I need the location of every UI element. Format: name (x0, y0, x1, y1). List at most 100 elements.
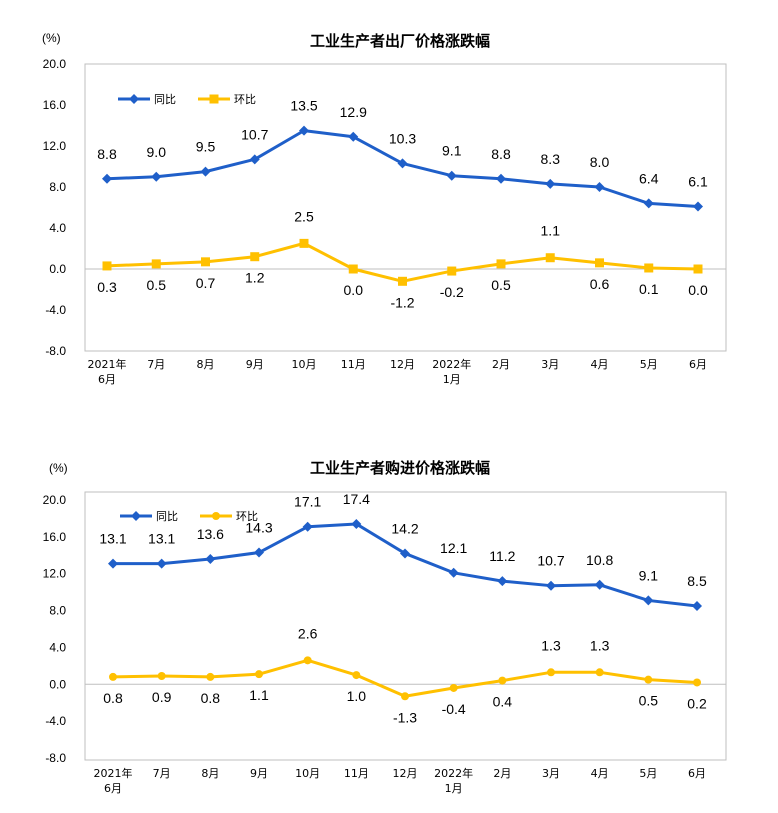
data-point (109, 672, 117, 681)
data-point (348, 264, 358, 274)
chart-2: 工业生产者购进价格涨跌幅 (%) 20.0 16.0 12.0 8.0 4.0 0.0 -4.0… (43, 459, 727, 795)
x-tick-label: 6月 (688, 767, 706, 780)
data-label: 9.1 (442, 143, 462, 159)
data-label: 9.5 (196, 139, 216, 155)
data-label: 8.8 (491, 146, 511, 162)
data-label: 8.5 (687, 573, 707, 589)
data-point (200, 166, 211, 177)
data-label: 0.2 (687, 695, 707, 711)
data-point (693, 201, 703, 212)
x-tick-label: 6月 (689, 358, 707, 371)
data-point (302, 521, 313, 532)
x-tick-label: 12月 (390, 358, 415, 371)
data-point (102, 261, 112, 271)
data-label: 1.3 (541, 637, 561, 653)
legend-entry: 同比 (156, 510, 178, 523)
legend-entry: 同比 (154, 93, 176, 106)
y-tick-label: 8.0 (49, 604, 66, 618)
data-point (595, 258, 604, 268)
y-tick-label: 16.0 (43, 98, 67, 112)
plot-border (84, 491, 727, 761)
data-point (546, 580, 556, 591)
data-label: 14.3 (245, 520, 272, 536)
data-point (205, 553, 216, 564)
x-tick-label: 5月 (639, 767, 657, 780)
y-unit-label: (%) (49, 461, 68, 475)
data-point (497, 576, 508, 587)
data-point (643, 595, 654, 606)
data-label: 0.0 (344, 282, 364, 298)
x-tick-label: 3月 (542, 767, 560, 780)
x-tick-label: 12月 (393, 767, 418, 780)
data-label: 1.3 (590, 637, 610, 653)
data-label: 0.6 (590, 276, 610, 292)
chart-title: 工业生产者出厂价格涨跌幅 (310, 32, 490, 50)
data-point (400, 548, 410, 559)
data-label: 11.2 (489, 548, 515, 564)
x-tick-label: 2021年 (88, 357, 127, 371)
data-label: 13.1 (148, 531, 175, 547)
data-point (102, 173, 112, 184)
data-label: 14.2 (391, 520, 418, 536)
y-tick-label: -8.0 (45, 751, 66, 765)
y-tick-label: 0.0 (49, 677, 66, 691)
x-tick-label: 6月 (98, 373, 116, 386)
data-label: 0.0 (688, 282, 708, 298)
y-tick-label: 20.0 (43, 57, 67, 71)
data-point (108, 558, 118, 569)
data-point (254, 547, 264, 558)
y-tick-label: 12.0 (43, 567, 67, 581)
data-label: 2.6 (298, 625, 318, 641)
x-tick-label: 8月 (201, 767, 219, 780)
data-label: 1.1 (541, 223, 561, 239)
x-tick-label: 2022年 (434, 766, 473, 780)
data-point (595, 668, 604, 677)
data-label: 12.1 (440, 540, 467, 556)
data-point (643, 198, 654, 209)
x-tick-label: 11月 (344, 767, 369, 780)
data-point (255, 670, 263, 679)
data-point (449, 683, 458, 692)
data-label: -0.2 (440, 284, 464, 300)
data-label: 8.3 (541, 151, 561, 167)
x-tick-label: 7月 (147, 358, 165, 371)
legend-marker (129, 94, 139, 104)
y-tick-label: -4.0 (45, 714, 66, 728)
data-point (545, 178, 556, 189)
data-label: 1.1 (249, 687, 269, 703)
y-tick-label: 12.0 (43, 139, 67, 153)
x-tick-label: 1月 (443, 373, 461, 386)
data-label: 0.4 (493, 694, 513, 710)
data-point (693, 678, 701, 687)
y-tick-label: 8.0 (49, 180, 66, 194)
data-label: 17.1 (294, 494, 321, 510)
data-point (496, 173, 506, 184)
x-tick-label: 9月 (246, 358, 264, 371)
data-label: 10.7 (241, 126, 268, 142)
data-point (351, 518, 362, 529)
y-tick-label: 16.0 (43, 530, 67, 544)
data-point (692, 600, 702, 611)
data-point (594, 579, 605, 590)
data-point (249, 154, 260, 165)
y-unit-label: (%) (42, 31, 61, 45)
data-label: 0.8 (103, 690, 123, 706)
data-point (644, 675, 653, 684)
data-label: 10.7 (537, 553, 564, 569)
data-point (299, 125, 309, 136)
data-label: 6.1 (688, 173, 708, 189)
data-label: 0.1 (639, 281, 659, 297)
data-point (303, 656, 312, 665)
data-label: 0.5 (147, 277, 167, 293)
x-tick-label: 4月 (591, 358, 609, 371)
y-tick-label: 4.0 (49, 640, 66, 654)
x-tick-label: 5月 (640, 358, 658, 371)
y-tick-label: -8.0 (45, 344, 66, 358)
x-tick-label: 3月 (541, 358, 559, 371)
x-tick-label: 1月 (445, 782, 463, 795)
data-point (250, 252, 260, 262)
data-point (693, 264, 703, 274)
y-tick-label: 0.0 (49, 262, 66, 276)
data-label: 8.0 (590, 154, 610, 170)
